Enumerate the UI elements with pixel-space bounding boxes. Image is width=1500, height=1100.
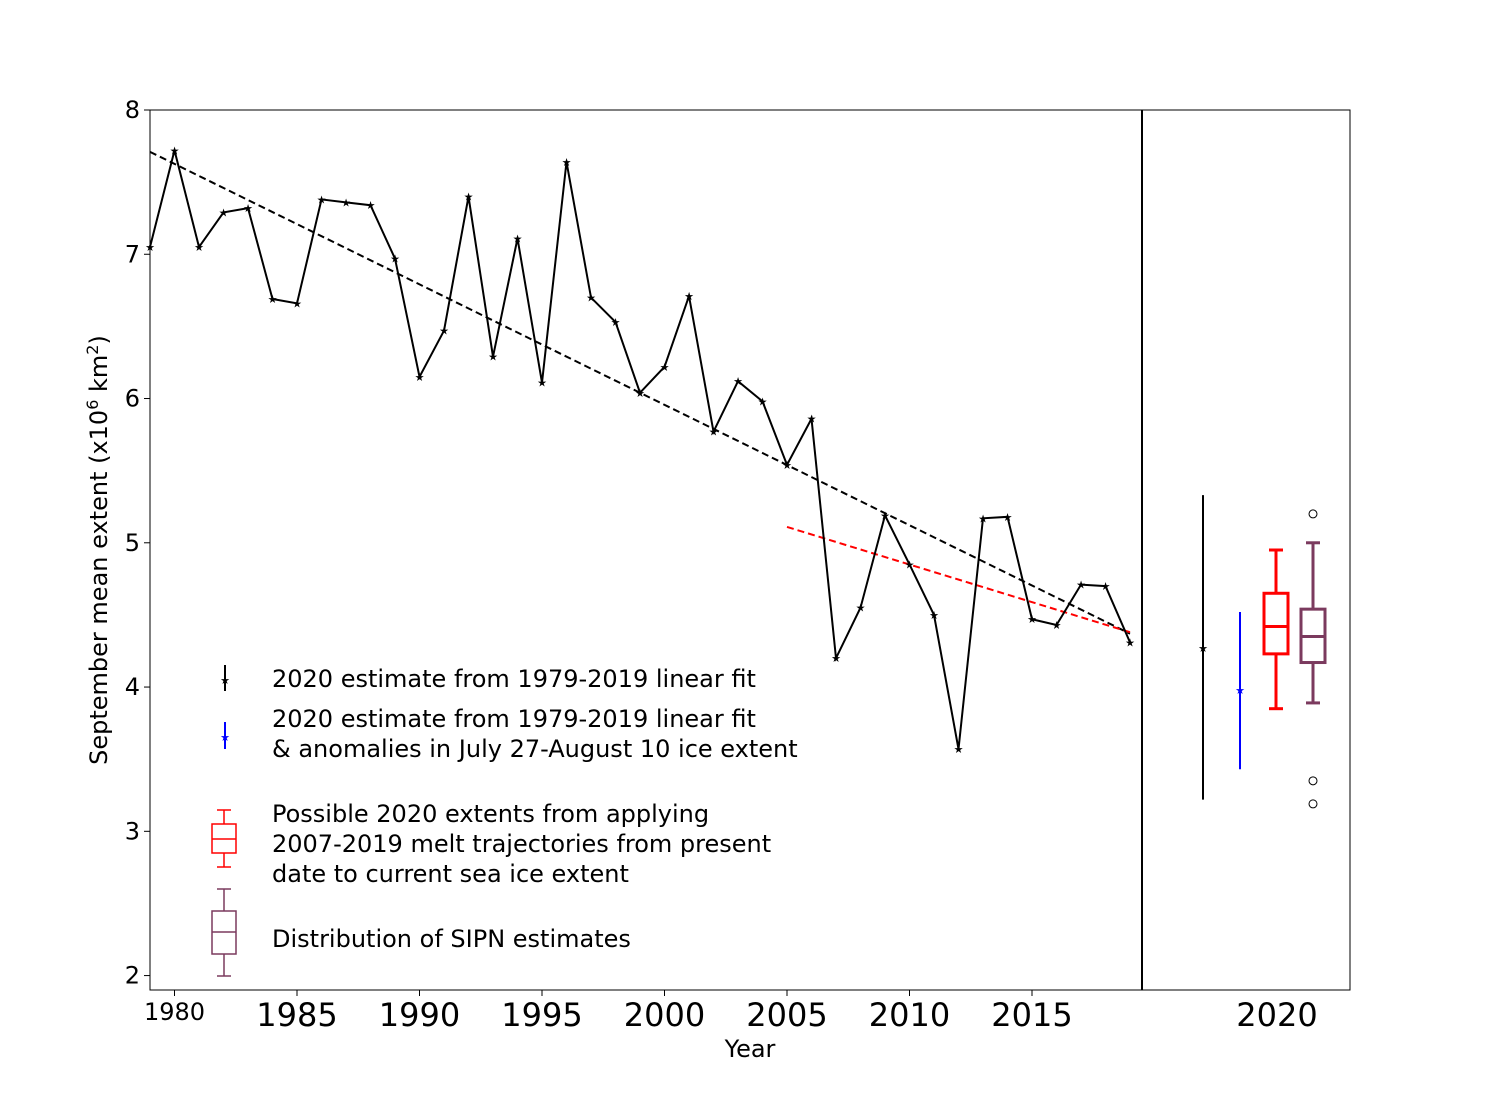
data-point: ★: [243, 202, 253, 215]
data-point: ★: [733, 375, 743, 388]
estimate-point: ★: [1198, 642, 1208, 655]
estimate-point: ★: [1235, 684, 1245, 697]
data-point: ★: [439, 325, 449, 338]
forecast-markers: ★★: [1198, 495, 1327, 809]
y-axis-label: September mean extent (x106 km2): [83, 335, 113, 765]
data-point: ★: [684, 290, 694, 303]
data-point: ★: [390, 253, 400, 266]
box-outlier: [1308, 509, 1318, 519]
data-point: ★: [954, 743, 964, 756]
data-point: ★: [194, 241, 204, 254]
legend-key-black-estimate: ★: [220, 665, 230, 691]
x-tick-label-forecast: 2020: [1236, 996, 1317, 1034]
legend-label-anomalies: 2020 estimate from 1979-2019 linear fit &…: [272, 705, 798, 763]
box-outlier: [1308, 776, 1318, 786]
data-point: ★: [537, 377, 547, 390]
data-point: ★: [268, 293, 278, 306]
box-outlier: [1308, 799, 1318, 809]
data-point: ★: [978, 512, 988, 525]
data-point: ★: [366, 199, 376, 212]
data-point: ★: [611, 316, 621, 329]
x-tick-label: 2000: [624, 996, 705, 1034]
data-point: ★: [929, 609, 939, 622]
legend-label-melt-trajectories: Possible 2020 extents from applying 2007-…: [272, 800, 771, 888]
data-point: ★: [145, 241, 155, 254]
data-point: ★: [758, 395, 768, 408]
x-axis-ticks: 1980 1985 1990 1995 2000 2005 2010 2015 2020: [144, 990, 1318, 1034]
y-tick-label: 4: [125, 673, 140, 701]
data-series: ★ ★ ★ ★ ★ ★ ★ ★ ★ ★ ★ ★ ★ ★ ★ ★ ★ ★ ★ ★ ★ ★ ★ ★ ★ ★ ★ ★ ★ ★ ★ ★ ★ ★ ★ ★ ★ ★ ★ ★…: [145, 144, 1135, 756]
y-tick-label: 2: [125, 962, 140, 990]
x-tick-label: 1985: [256, 996, 337, 1034]
data-point: ★: [635, 387, 645, 400]
data-point: ★: [1052, 619, 1062, 632]
data-point: ★: [831, 652, 841, 665]
x-tick-label: 2005: [746, 996, 827, 1034]
y-tick-label: 8: [125, 96, 140, 124]
data-point: ★: [292, 297, 302, 310]
data-point: ★: [1125, 636, 1135, 649]
data-point: ★: [905, 558, 915, 571]
data-point: ★: [464, 191, 474, 204]
x-axis-label: Year: [724, 1035, 776, 1063]
data-point: ★: [660, 361, 670, 374]
data-point: ★: [709, 426, 719, 439]
data-point: ★: [317, 193, 327, 206]
data-point: ★: [513, 232, 523, 245]
data-point: ★: [856, 602, 866, 615]
legend-key-red-box: [211, 809, 237, 868]
data-point: ★: [1003, 511, 1013, 524]
y-tick-label: 6: [125, 385, 140, 413]
y-tick-label: 7: [125, 240, 140, 268]
data-point: ★: [562, 156, 572, 169]
legend-label-sipn: Distribution of SIPN estimates: [272, 925, 631, 953]
x-tick-label: 1990: [379, 996, 460, 1034]
svg-text:★: ★: [220, 731, 230, 744]
data-point: ★: [341, 196, 351, 209]
svg-text:★: ★: [220, 674, 230, 687]
legend-key-blue-estimate: ★: [220, 722, 230, 749]
data-point: ★: [1101, 580, 1111, 593]
y-tick-label: 3: [125, 817, 140, 845]
legend-key-purple-box: [211, 888, 237, 977]
x-tick-label: 1995: [501, 996, 582, 1034]
data-point: ★: [1027, 613, 1037, 626]
x-tick-label: 2015: [991, 996, 1072, 1034]
data-point: ★: [807, 413, 817, 426]
series-line: [149, 150, 1131, 750]
data-point: ★: [170, 144, 180, 157]
legend-label-linear-fit: 2020 estimate from 1979-2019 linear fit: [272, 665, 756, 693]
x-tick-label: 2010: [869, 996, 950, 1034]
box-body: [1262, 591, 1290, 656]
legend: ★ 2020 estimate from 1979-2019 linear fi…: [211, 665, 798, 977]
data-point: ★: [415, 371, 425, 384]
data-point: ★: [782, 459, 792, 472]
data-point: ★: [880, 509, 890, 522]
data-point: ★: [1076, 579, 1086, 592]
trend-line: [786, 525, 1131, 634]
data-point: ★: [586, 292, 596, 305]
x-tick-label: 1980: [144, 998, 205, 1026]
data-point: ★: [488, 351, 498, 364]
data-point: ★: [219, 206, 229, 219]
y-tick-label: 5: [125, 529, 140, 557]
y-axis-ticks: 2 3 4 5 6 7 8: [125, 96, 150, 990]
plot-frame: [149, 109, 1351, 991]
